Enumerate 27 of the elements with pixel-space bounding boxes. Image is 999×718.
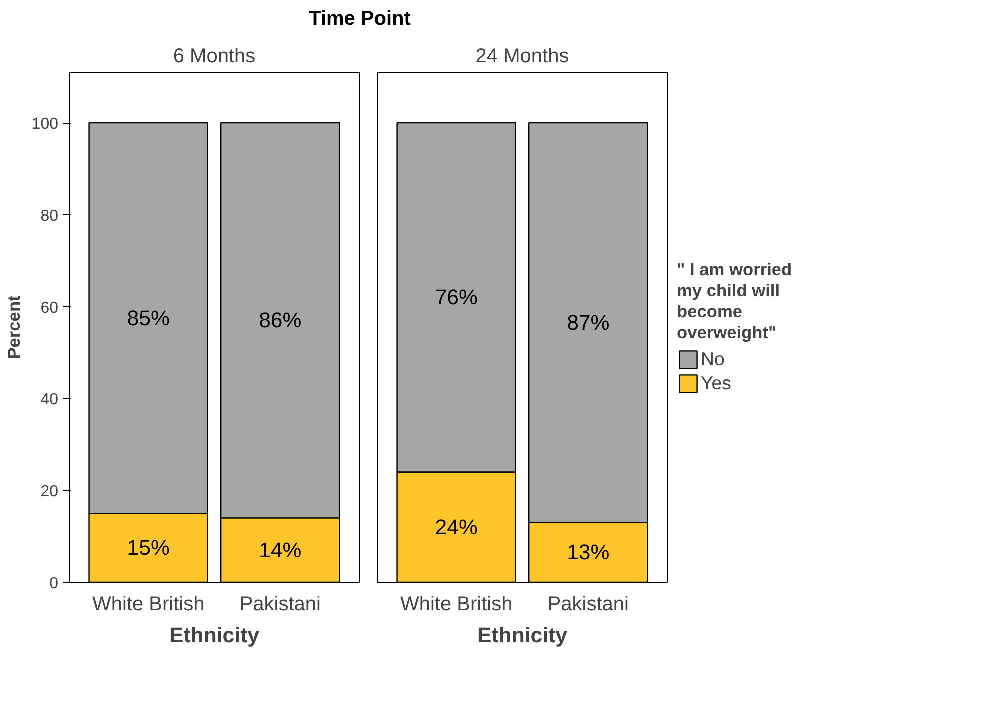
x-tick-label: White British [400,594,513,616]
x-tick-label: White British [92,594,205,616]
legend-label: No [701,348,725,370]
y-tick-label: 60 [40,300,59,317]
x-tick-label: Pakistani [240,594,321,616]
y-tick-label: 20 [40,484,59,501]
y-axis-title: Percent [4,295,24,360]
legend-label: Yes [701,372,732,394]
x-tick-label: Pakistani [548,594,629,616]
data-label: 15% [127,536,170,560]
chart-subtitle: 6 Months [173,46,256,68]
data-label: 13% [567,540,610,565]
y-tick-label: 80 [40,208,59,225]
data-label: 14% [259,538,302,562]
y-tick-label: 0 [50,576,59,592]
y-tick-label: 40 [40,392,59,409]
chart-subtitle: 24 Months [476,46,570,68]
data-label: 87% [567,310,610,335]
data-label: 24% [435,515,478,540]
data-label: 86% [259,308,302,333]
x-axis-title: Ethnicity [477,624,568,648]
data-label: 85% [127,306,170,330]
y-tick-label: 100 [32,116,59,134]
data-label: 76% [435,286,478,310]
text: Time Point [309,7,411,32]
x-axis-title: Ethnicity [169,624,260,648]
legend-title: " I am worried my child will become overweight" [677,260,792,344]
